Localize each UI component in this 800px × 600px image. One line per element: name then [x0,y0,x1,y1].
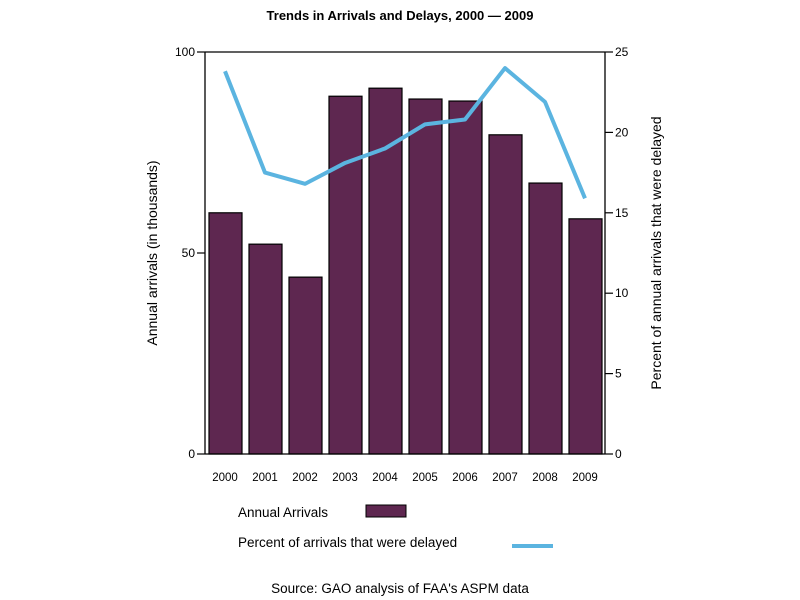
right-axis-label: Percent of annual arrivals that were del… [648,116,664,389]
bar-2001 [248,243,283,455]
bar-2006 [448,100,483,455]
line-series [223,66,587,200]
bar-2002 [288,276,323,455]
left-tick-label: 0 [188,447,195,461]
legend-label-arrivals: Annual Arrivals [238,505,328,520]
x-tick-label: 2009 [572,472,598,484]
left-axis-ticks: 0 50 100 [175,45,205,461]
x-axis-ticks: 2000 2001 2002 2003 2004 2005 2006 2007 2008 2009 [212,472,598,484]
x-tick-label: 2000 [212,472,238,484]
bar-2007 [488,134,523,455]
chart-title: Trends in Arrivals and Delays, 2000 — 20… [267,8,534,23]
right-tick-label: 25 [615,45,629,59]
delay-percent-line [223,66,587,200]
bar-2003 [328,95,363,455]
bar-2009 [568,218,603,455]
left-tick-label: 100 [175,45,195,59]
legend-swatch-arrivals [365,504,407,518]
bar-2005 [408,98,443,455]
left-axis-label: Annual arrivals (in thousands) [144,160,160,345]
x-tick-label: 2004 [372,472,398,484]
x-tick-label: 2005 [412,472,438,484]
left-tick-label: 50 [182,246,196,260]
x-tick-label: 2001 [252,472,278,484]
source-note: Source: GAO analysis of FAA's ASPM data [271,581,529,596]
x-tick-label: 2002 [292,472,318,484]
right-tick-label: 10 [615,286,629,300]
x-tick-label: 2006 [452,472,478,484]
legend: Annual Arrivals Percent of arrivals that… [238,504,553,550]
right-tick-label: 15 [615,206,629,220]
legend-label-delays: Percent of arrivals that were delayed [238,535,457,550]
bar-series [208,87,603,455]
bar-2000 [208,212,243,455]
x-tick-label: 2003 [332,472,358,484]
right-tick-label: 20 [615,125,629,139]
x-tick-label: 2008 [532,472,558,484]
right-tick-label: 5 [615,367,622,381]
bar-2008 [528,182,563,455]
x-tick-label: 2007 [492,472,518,484]
right-tick-label: 0 [615,447,622,461]
right-axis-ticks: 0 5 10 15 20 25 [605,45,629,461]
